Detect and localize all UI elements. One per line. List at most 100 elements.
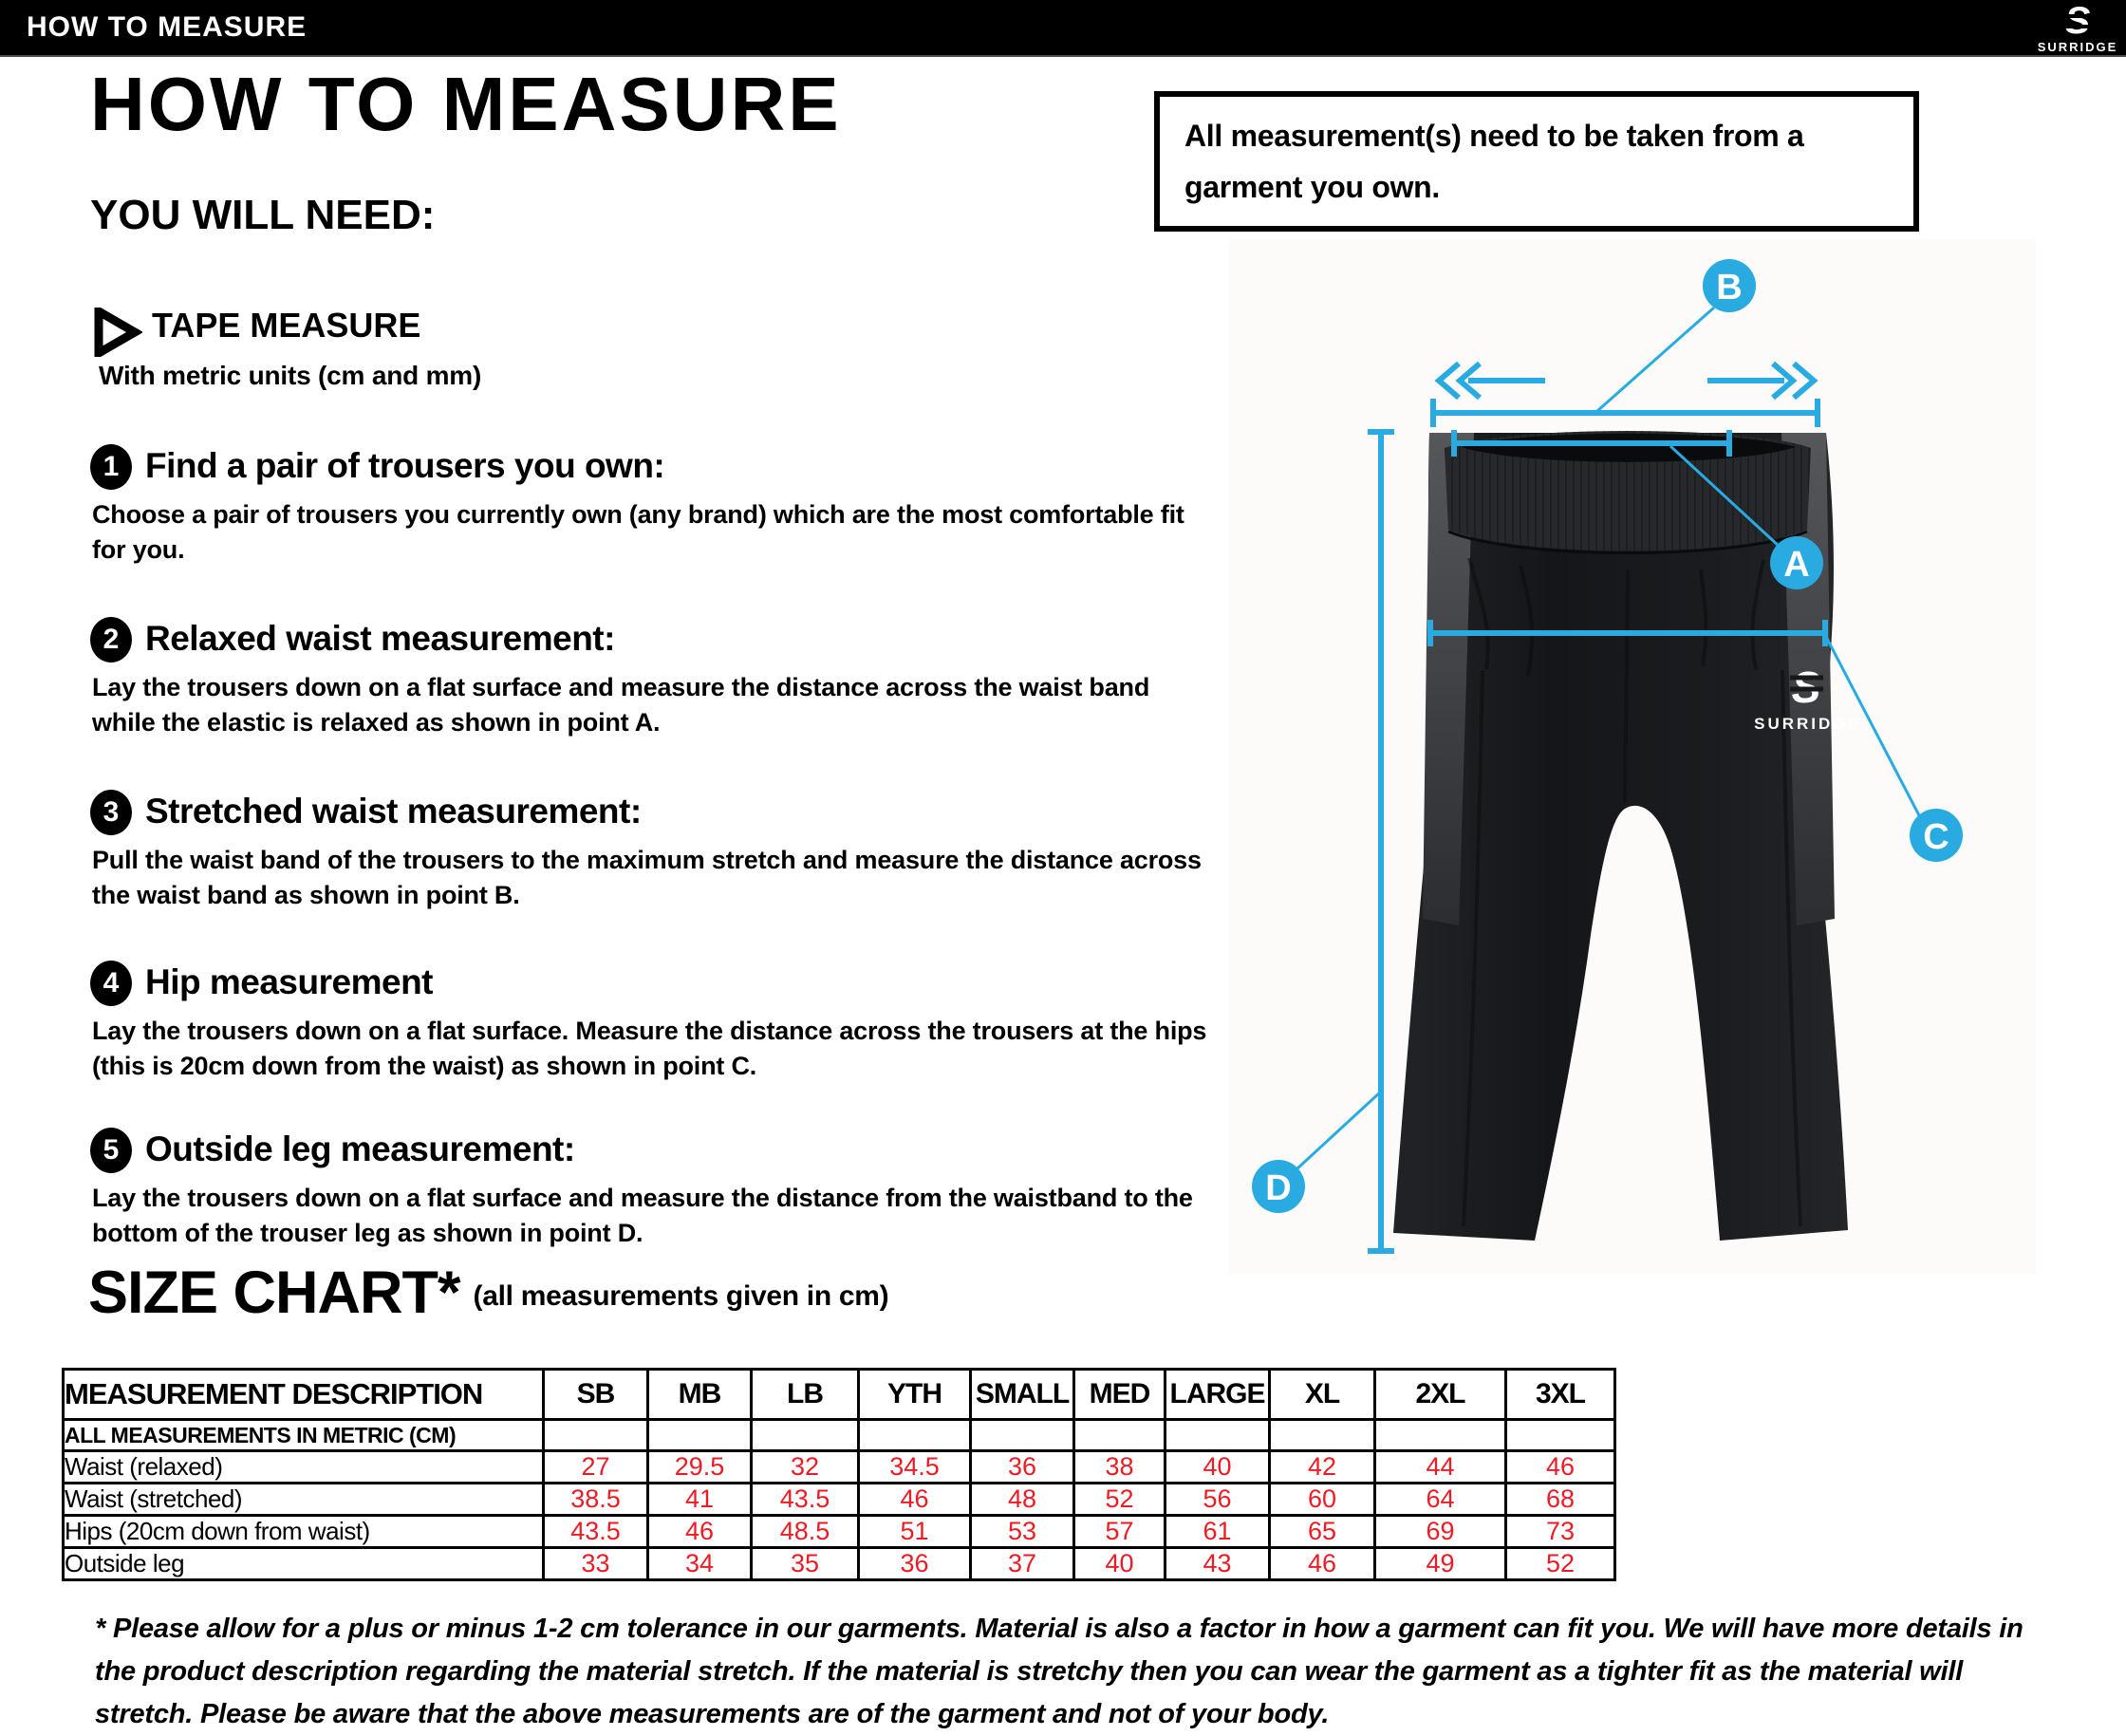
step-number-badge: 1 [90, 444, 132, 490]
measurement-row-label: Outside leg [62, 1546, 545, 1581]
description-column-header: MEASUREMENT DESCRIPTION [62, 1368, 545, 1421]
size-value: 44 [1373, 1449, 1507, 1484]
size-column-header: MED [1072, 1368, 1166, 1421]
stretch-arrows [1434, 361, 1818, 401]
step-number-badge: 2 [90, 617, 132, 663]
notice-text: All measurement(s) need to be taken from… [1184, 119, 1804, 204]
empty-cell [646, 1418, 753, 1452]
size-chart-table: MEASUREMENT DESCRIPTION SB MB LB YTH SMALL MED… [62, 1368, 1616, 1581]
size-value: 52 [1504, 1546, 1616, 1581]
tolerance-footnote: * Please allow for a plus or minus 1-2 c… [95, 1614, 2023, 1729]
notice-box: All measurement(s) need to be taken from… [1154, 91, 1919, 232]
size-value: 46 [646, 1514, 753, 1549]
top-bar: HOW TO MEASURE S SURRIDGE [0, 0, 2126, 57]
size-value: 65 [1268, 1514, 1376, 1549]
size-value: 41 [646, 1482, 753, 1517]
page-title: HOW TO MEASURE [90, 62, 842, 146]
measure-line-c [1427, 620, 1828, 646]
size-value: 43.5 [750, 1482, 860, 1517]
size-value: 68 [1504, 1482, 1616, 1517]
empty-cell [1164, 1418, 1271, 1452]
step-number-badge: 3 [90, 790, 132, 835]
table-row: Waist (stretched) 38.5 41 43.5 46 48 52 56 60 64 6… [62, 1482, 1616, 1517]
table-header-row: MEASUREMENT DESCRIPTION SB MB LB YTH SMALL MED… [62, 1368, 1616, 1421]
table-row: Outside leg 33 34 35 36 37 40 43 46 49 52 [62, 1546, 1616, 1581]
size-value: 48.5 [750, 1514, 860, 1549]
size-value: 34.5 [857, 1449, 972, 1484]
size-column-header: 3XL [1504, 1368, 1616, 1421]
size-value: 73 [1504, 1514, 1616, 1549]
size-chart-title: SIZE CHART* [88, 1260, 461, 1326]
step-heading: Hip measurement [145, 962, 434, 1001]
step-body-text: Lay the trousers down on a flat surface … [92, 1184, 1193, 1247]
metric-note-row: ALL MEASUREMENTS IN METRIC (CM) [62, 1418, 1616, 1452]
size-value: 36 [857, 1546, 972, 1581]
side-panel-left [1423, 433, 1474, 925]
size-value: 40 [1072, 1546, 1166, 1581]
size-chart-subtitle: (all measurements given in cm) [473, 1280, 889, 1312]
surridge-wordmark: SURRIDGE [2037, 40, 2118, 54]
size-value: 60 [1268, 1482, 1376, 1517]
empty-cell [1373, 1418, 1507, 1452]
empty-cell [857, 1418, 972, 1452]
size-value: 61 [1164, 1514, 1271, 1549]
measurement-row-label: Waist (stretched) [62, 1482, 545, 1517]
size-value: 48 [969, 1482, 1075, 1517]
step-heading: Stretched waist measurement: [145, 792, 642, 831]
size-value: 46 [1504, 1449, 1616, 1484]
tool-name: TAPE MEASURE [152, 306, 421, 345]
size-column-header: LB [750, 1368, 860, 1421]
step-heading: Find a pair of trousers you own: [145, 446, 665, 485]
table-row: Hips (20cm down from waist) 43.5 46 48.5 51 5… [62, 1514, 1616, 1549]
size-value: 43 [1164, 1546, 1271, 1581]
tool-detail: With metric units (cm and mm) [99, 361, 482, 390]
size-column-header: SMALL [969, 1368, 1075, 1421]
size-value: 27 [542, 1449, 649, 1484]
size-column-header: SB [542, 1368, 649, 1421]
size-column-header: XL [1268, 1368, 1376, 1421]
size-column-header: 2XL [1373, 1368, 1507, 1421]
point-marker-a: A [1770, 536, 1823, 589]
empty-cell [1504, 1418, 1616, 1452]
size-value: 34 [646, 1546, 753, 1581]
size-column-header: YTH [857, 1368, 972, 1421]
size-column-header: MB [646, 1368, 753, 1421]
size-value: 56 [1164, 1482, 1271, 1517]
size-value: 37 [969, 1546, 1075, 1581]
measure-line-a [1451, 430, 1732, 457]
step-body-text: Lay the trousers down on a flat surface.… [92, 1017, 1207, 1080]
size-value: 51 [857, 1514, 972, 1549]
measurement-row-label: Hips (20cm down from waist) [62, 1514, 545, 1549]
top-bar-title: HOW TO MEASURE [27, 11, 308, 43]
size-value: 38.5 [542, 1482, 649, 1517]
empty-cell [969, 1418, 1075, 1452]
size-value: 43.5 [542, 1514, 649, 1549]
empty-cell [1072, 1418, 1166, 1452]
surridge-s-icon: S [2059, 2, 2097, 40]
size-value: 69 [1373, 1514, 1507, 1549]
surridge-logo-on-trousers: S SURRIDGE [1754, 663, 1862, 733]
size-value: 49 [1373, 1546, 1507, 1581]
table-row: Waist (relaxed) 27 29.5 32 34.5 36 38 40 42 44 46 [62, 1449, 1616, 1484]
empty-cell [1268, 1418, 1376, 1452]
point-marker-b: B [1703, 259, 1756, 312]
measure-line-b [1430, 399, 1820, 427]
svg-text:B: B [1716, 268, 1742, 308]
you-will-need-heading: YOU WILL NEED: [90, 192, 436, 238]
empty-cell [542, 1418, 649, 1452]
leader-lines [1295, 306, 1922, 1171]
size-value: 40 [1164, 1449, 1271, 1484]
size-value: 42 [1268, 1449, 1376, 1484]
size-value: 52 [1072, 1482, 1166, 1517]
size-value: 64 [1373, 1482, 1507, 1517]
svg-text:A: A [1783, 545, 1809, 585]
size-value: 35 [750, 1546, 860, 1581]
step-body-text: Pull the waist band of the trousers to t… [92, 846, 1202, 909]
point-markers: B A C D [1252, 259, 1963, 1213]
measure-line-d [1368, 429, 1394, 1254]
size-value: 46 [1268, 1546, 1376, 1581]
measurement-annotations [1295, 306, 1922, 1254]
step-body-text: Choose a pair of trousers you currently … [92, 500, 1184, 564]
surridge-wordmark: SURRIDGE [1754, 715, 1862, 733]
size-value: 36 [969, 1449, 1075, 1484]
